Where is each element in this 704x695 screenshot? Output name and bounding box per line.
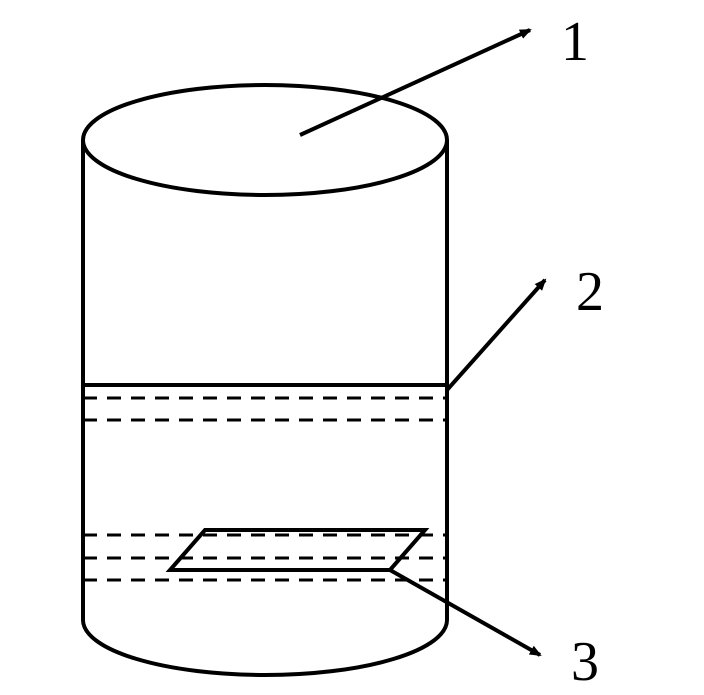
callout-arrow: [390, 570, 540, 655]
callout-label: 1: [561, 11, 589, 73]
callout-label: 2: [576, 261, 604, 323]
cylinder-container: [83, 85, 447, 675]
dashed-band-upper: [83, 398, 447, 420]
callout-arrow: [300, 30, 530, 135]
cylinder-top-ellipse: [83, 85, 447, 195]
cylinder-bottom-arc: [83, 620, 447, 675]
callout-arrow: [447, 280, 545, 390]
callout-label: 3: [571, 631, 599, 693]
